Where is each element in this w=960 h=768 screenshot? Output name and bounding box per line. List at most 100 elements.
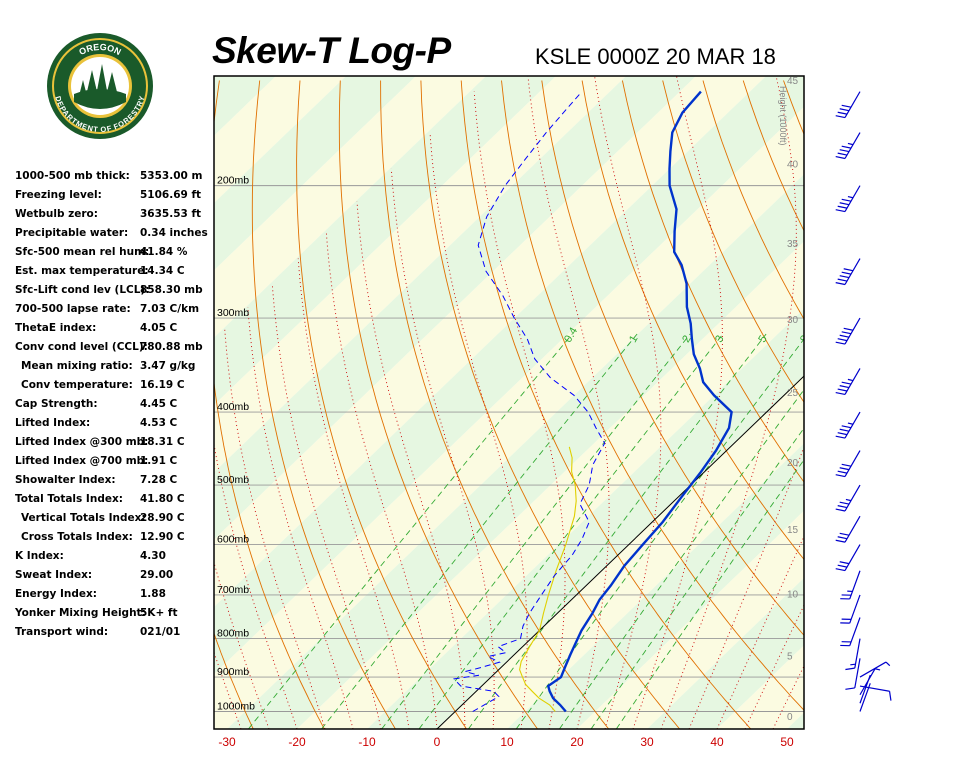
wind-barb-flag bbox=[835, 539, 846, 543]
dry-adiabat-line bbox=[251, 80, 396, 729]
wind-barb-staff bbox=[844, 91, 861, 118]
wind-barb-staff bbox=[844, 258, 861, 285]
svg-text:OREGON: OREGON bbox=[77, 42, 122, 57]
stat-label: Precipitable water: bbox=[15, 227, 129, 239]
page-title: Skew-T Log-P bbox=[212, 30, 451, 71]
isotherm-band bbox=[227, 174, 804, 729]
wind-barb-staff bbox=[844, 484, 861, 512]
dry-adiabat-line bbox=[338, 80, 538, 729]
station-time-label: KSLE 0000Z 20 MAR 18 bbox=[535, 44, 776, 69]
mixing-ratio-line bbox=[590, 427, 804, 729]
height-tick-label: 25 bbox=[787, 388, 799, 399]
plot-area: 0.4 1 2 3 5 8 bbox=[97, 76, 960, 730]
moist-adiabat-line bbox=[139, 412, 214, 729]
dry-adiabat-line bbox=[214, 80, 325, 729]
stat-value: 28.90 C bbox=[140, 512, 185, 524]
wind-barb-flag bbox=[841, 198, 852, 202]
dry-adiabats bbox=[214, 80, 960, 730]
wind-barb-flag bbox=[841, 381, 852, 385]
wind-barb-flag bbox=[841, 145, 852, 149]
pressure-label: 500mb bbox=[217, 474, 249, 486]
moist-adiabat-line bbox=[271, 283, 382, 729]
mixing-ratio-lines bbox=[248, 333, 804, 729]
stat-label: Mean mixing ratio: bbox=[21, 360, 133, 372]
wind-barb bbox=[835, 450, 861, 478]
stat-label: Lifted Index: bbox=[15, 417, 91, 429]
dry-adiabat-line bbox=[662, 80, 804, 404]
pressure-label: 600mb bbox=[217, 534, 249, 546]
plot-border bbox=[213, 75, 805, 730]
moist-adiabat-line bbox=[325, 231, 438, 729]
wind-barb bbox=[835, 515, 861, 543]
wind-barb-flag bbox=[837, 205, 848, 209]
wind-barb bbox=[835, 91, 861, 119]
stat-label: Cross Totals Index: bbox=[21, 531, 133, 543]
isotherm-band bbox=[214, 106, 804, 729]
wind-barb-staff bbox=[844, 185, 861, 212]
stat-value: 4.53 C bbox=[140, 417, 178, 429]
wind-barb-flag bbox=[845, 667, 855, 671]
wind-barb-staff bbox=[849, 617, 861, 646]
wind-barb-staff bbox=[844, 317, 861, 345]
stat-value: 29.00 bbox=[140, 569, 174, 581]
pressure-label: 700mb bbox=[217, 584, 249, 596]
wind-barb-flag bbox=[837, 152, 848, 156]
stat-label: Cap Strength: bbox=[15, 398, 98, 410]
stat-label: Energy Index: bbox=[15, 588, 97, 600]
stat-value: 7.03 C/km bbox=[140, 303, 200, 315]
pressure-label: 200mb bbox=[217, 175, 249, 187]
x-tick-label: -10 bbox=[358, 735, 376, 749]
mixing-ratio-line bbox=[615, 459, 804, 729]
wind-barb-flag bbox=[835, 568, 846, 572]
wind-barb-flag bbox=[837, 111, 848, 115]
moist-adiabat-line bbox=[97, 454, 157, 729]
wind-barb-flag bbox=[835, 474, 846, 478]
stat-label: Transport wind: bbox=[15, 626, 109, 638]
height-tick-label: 30 bbox=[787, 315, 799, 326]
wind-barb bbox=[859, 661, 891, 678]
wind-barb-flag bbox=[841, 425, 852, 429]
wind-barb bbox=[845, 658, 861, 690]
wind-barb-staff bbox=[849, 594, 861, 624]
dry-adiabat-line bbox=[783, 80, 804, 136]
dry-adiabat-line bbox=[621, 80, 804, 483]
mixing-ratio-line bbox=[248, 333, 573, 729]
pressure-label: 300mb bbox=[217, 307, 249, 319]
wind-barb-half bbox=[847, 142, 854, 146]
wind-barb-flag bbox=[835, 508, 846, 512]
dry-adiabat-line bbox=[702, 80, 804, 320]
wind-barb-flag bbox=[845, 687, 855, 690]
wind-barb-flag bbox=[837, 388, 848, 392]
wind-barb-flag bbox=[839, 202, 850, 206]
wind-barb-flag bbox=[839, 149, 850, 153]
mixing-ratio-line bbox=[559, 389, 804, 729]
x-tick-label: 0 bbox=[434, 735, 441, 749]
wind-barb bbox=[859, 668, 881, 696]
height-tick-label: 45 bbox=[787, 76, 799, 87]
pressure-label: 900mb bbox=[217, 666, 249, 678]
moist-adiabat-line bbox=[214, 560, 270, 729]
stat-value: 5106.69 ft bbox=[140, 189, 202, 201]
wind-barb-flag bbox=[835, 391, 846, 396]
stat-value: 5353.00 m bbox=[140, 170, 203, 182]
stat-label: 700-500 lapse rate: bbox=[15, 303, 131, 315]
stat-label: Est. max temperature: bbox=[15, 265, 149, 277]
wind-barb-flag bbox=[837, 278, 848, 282]
mixing-ratio-label: 2 bbox=[680, 333, 693, 344]
stat-value: 4.45 C bbox=[140, 398, 178, 410]
stat-value: 7.28 C bbox=[140, 474, 178, 486]
stat-value: 3635.53 ft bbox=[140, 208, 202, 220]
wind-barb-staff bbox=[844, 368, 861, 395]
wind-barb-half bbox=[847, 195, 854, 199]
mixing-ratio-line bbox=[418, 333, 724, 729]
dry-adiabat-line bbox=[864, 81, 960, 730]
dry-adiabat-line bbox=[581, 80, 804, 561]
wind-barb-flag bbox=[839, 501, 850, 505]
dry-adiabat-line bbox=[460, 80, 752, 729]
mixing-ratio-label: 3 bbox=[713, 333, 726, 344]
x-tick-label: 40 bbox=[710, 735, 724, 749]
wind-barb-half bbox=[847, 422, 854, 425]
mixing-ratio-label: 5 bbox=[756, 333, 769, 344]
stat-value: 41.80 C bbox=[140, 493, 185, 505]
